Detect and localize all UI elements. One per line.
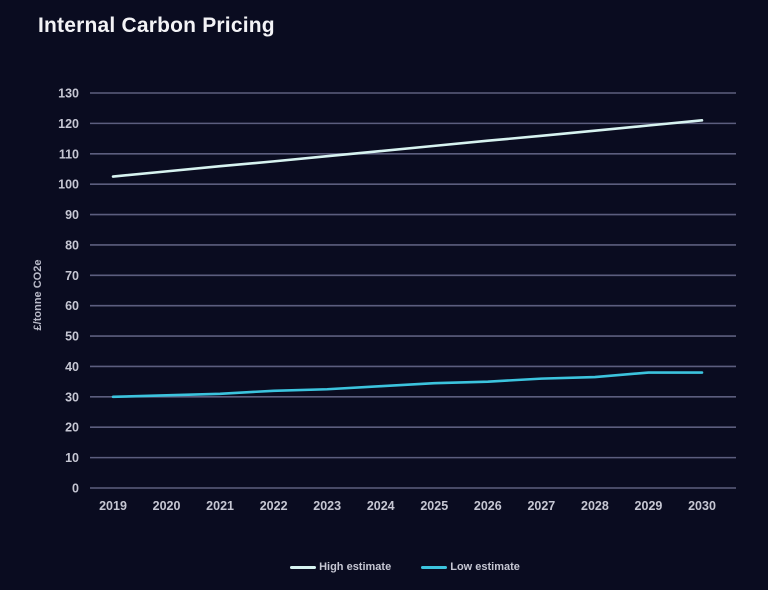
series-line-low-estimate [111, 371, 704, 399]
y-tick-label: 130 [58, 87, 79, 101]
x-tick-label: 2019 [99, 499, 127, 513]
x-tick-label: 2021 [206, 499, 234, 513]
y-tick-label: 80 [65, 238, 79, 252]
y-tick-label: 50 [65, 330, 79, 344]
x-tick-label: 2028 [581, 499, 609, 513]
x-tick-label: 2029 [635, 499, 663, 513]
x-tick-label: 2025 [420, 499, 448, 513]
y-tick-label: 0 [72, 482, 79, 496]
y-tick-label: 90 [65, 208, 79, 222]
legend-swatch-low-estimate [421, 565, 448, 569]
x-tick-label: 2027 [527, 499, 555, 513]
x-tick-label: 2024 [367, 499, 395, 513]
chart-title: Internal Carbon Pricing [38, 14, 275, 37]
x-tick-label: 2022 [260, 499, 288, 513]
y-tick-label: 60 [65, 299, 79, 313]
legend-item-low-estimate: Low estimate [421, 561, 520, 573]
y-tick-label: 10 [65, 451, 79, 465]
chart-legend: High estimate Low estimate [21, 561, 768, 573]
x-tick-label: 2020 [153, 499, 181, 513]
y-tick-label: 40 [65, 360, 79, 374]
series-line-high-estimate [111, 119, 704, 178]
y-tick-label: 120 [58, 117, 79, 131]
legend-label-high-estimate: High estimate [319, 561, 392, 573]
x-tick-label: 2030 [688, 499, 716, 513]
y-tick-label: 70 [65, 269, 79, 283]
y-tick-label: 110 [59, 147, 79, 161]
legend-swatch-high-estimate [290, 565, 317, 569]
x-tick-label: 2026 [474, 499, 502, 513]
y-tick-label: 100 [58, 178, 79, 192]
y-tick-label: 20 [65, 421, 79, 435]
legend-label-low-estimate: Low estimate [450, 561, 520, 573]
legend-item-high-estimate: High estimate [290, 561, 391, 573]
y-tick-label: 30 [65, 390, 79, 404]
x-tick-label: 2023 [313, 499, 341, 513]
